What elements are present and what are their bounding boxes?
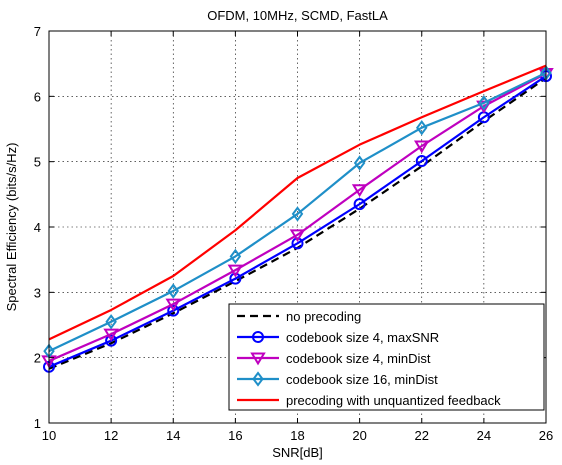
legend-label: precoding with unquantized feedback [286, 393, 501, 408]
series-line [48, 71, 547, 353]
data-point [229, 248, 242, 265]
x-tick-label: 18 [290, 428, 304, 443]
x-tick-label: 20 [352, 428, 366, 443]
x-tick-label: 14 [166, 428, 180, 443]
data-point [105, 334, 118, 347]
data-point [476, 100, 492, 114]
data-point [353, 155, 366, 171]
data-point [227, 264, 244, 278]
legend-label: codebook size 16, minDist [286, 372, 438, 387]
series-layer [41, 64, 554, 373]
x-tick-label: 24 [477, 428, 491, 443]
x-tick-label: 12 [104, 428, 118, 443]
y-tick-label: 3 [34, 285, 41, 300]
data-point [167, 283, 179, 299]
legend-marker [252, 371, 264, 387]
chart-title: OFDM, 10MHz, SCMD, FastLA [207, 8, 388, 23]
legend-label: no precoding [286, 309, 361, 324]
data-point [353, 198, 366, 211]
legend-entry: codebook size 4, maxSNR [237, 330, 439, 345]
series-line [48, 64, 547, 341]
y-tick-label: 7 [34, 24, 41, 39]
data-point [415, 120, 428, 136]
x-tick-label: 10 [42, 428, 56, 443]
legend-marker [252, 331, 264, 343]
data-point [289, 229, 306, 243]
y-tick-label: 4 [34, 220, 41, 235]
data-point [415, 155, 428, 168]
data-point [105, 314, 117, 330]
legend-marker [250, 352, 266, 366]
legend-label: codebook size 4, maxSNR [286, 330, 439, 345]
data-point [413, 140, 430, 154]
x-tick-label: 16 [228, 428, 242, 443]
series-line [48, 75, 547, 368]
data-point [478, 95, 490, 111]
legend-label: codebook size 4, minDist [286, 351, 431, 366]
series-line [48, 72, 547, 362]
x-tick-label: 22 [415, 428, 429, 443]
legend: no precoding codebook size 4, maxSNR codeb… [228, 303, 545, 411]
y-tick-label: 5 [34, 155, 41, 170]
y-axis-title: Spectral Efficiency (bits/s/Hz) [4, 143, 19, 312]
legend-box [228, 303, 545, 411]
y-tick-label: 1 [34, 416, 41, 431]
data-point [167, 304, 180, 317]
y-tick-label: 6 [34, 89, 41, 104]
data-point [351, 184, 368, 198]
x-tick-label: 26 [539, 428, 553, 443]
y-tick-label: 2 [34, 351, 41, 366]
data-point [103, 328, 119, 342]
legend-entry: no precoding [237, 309, 361, 324]
x-axis-title: SNR[dB] [272, 445, 323, 460]
legend-entry: precoding with unquantized feedback [237, 393, 501, 408]
legend-entry: codebook size 16, minDist [237, 371, 438, 387]
series-5 [48, 64, 547, 341]
data-point [165, 298, 182, 312]
legend-entry: codebook size 4, minDist [237, 351, 431, 366]
data-point [291, 206, 304, 222]
